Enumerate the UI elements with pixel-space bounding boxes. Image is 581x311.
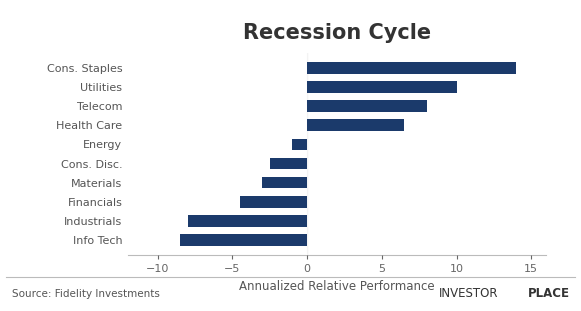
Bar [240,196,307,207]
X-axis label: Annualized Relative Performance: Annualized Relative Performance [239,280,435,293]
Bar [262,177,307,188]
Title: Recession Cycle: Recession Cycle [243,23,431,43]
Bar [307,81,457,93]
Bar [307,119,404,131]
Text: INVESTOR: INVESTOR [439,287,498,300]
Bar [307,100,426,112]
Text: PLACE: PLACE [528,287,569,300]
Bar [307,62,517,73]
Text: Source: Fidelity Investments: Source: Fidelity Investments [12,289,160,299]
Bar [292,139,307,150]
Bar [188,215,307,227]
Bar [180,234,307,246]
Bar [270,158,307,169]
